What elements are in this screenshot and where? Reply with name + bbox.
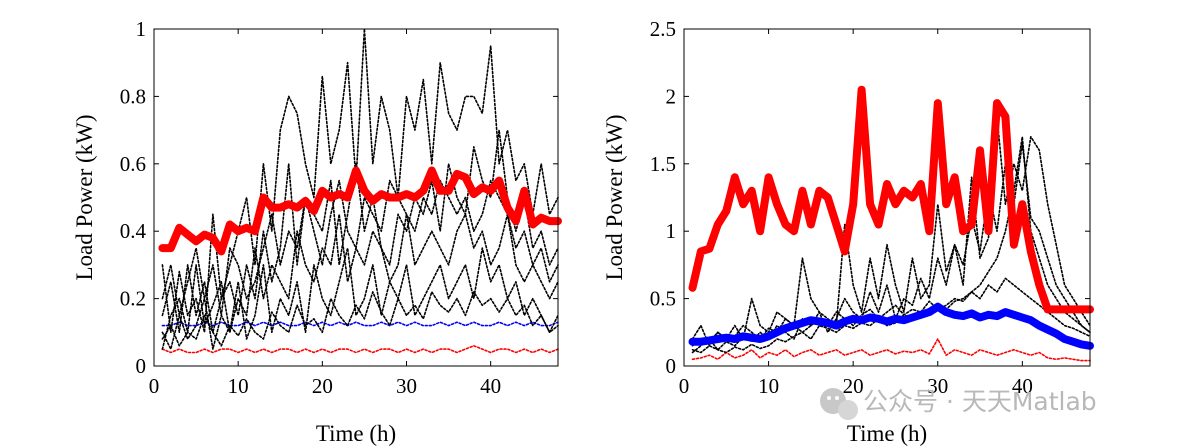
y-tick-label: 0.2 [120, 287, 146, 311]
y-tick-label: 0.4 [120, 219, 147, 243]
y-tick-label: 1.5 [650, 152, 676, 176]
series-line-2 [691, 338, 1091, 362]
series-line-0 [688, 85, 1094, 314]
x-tick-label: 40 [480, 374, 501, 398]
series-line-2 [161, 321, 559, 327]
x-axis-label: Time (h) [316, 421, 396, 446]
y-tick-label: 0.5 [650, 287, 676, 311]
watermark: 公众号 · 天天Matlab [820, 387, 1097, 420]
y-tick-label: 0 [666, 354, 677, 378]
x-tick-label: 30 [927, 374, 948, 398]
x-tick-label: 30 [396, 374, 417, 398]
x-tick-label: 20 [312, 374, 333, 398]
x-tick-label: 0 [149, 374, 160, 398]
y-tick-label: 2 [666, 84, 677, 108]
x-tick-label: 10 [228, 374, 249, 398]
series-line-1 [161, 344, 559, 354]
x-tick-label: 0 [679, 374, 690, 398]
wechat-icon [820, 388, 858, 420]
series-line-0 [158, 166, 562, 256]
series-line-5 [161, 213, 559, 350]
series-line-3 [161, 28, 559, 334]
y-tick-label: 1 [666, 219, 677, 243]
x-tick-label: 10 [758, 374, 779, 398]
axes-box [153, 28, 559, 367]
y-tick-label: 0.6 [120, 152, 146, 176]
y-tick-label: 1 [136, 17, 147, 41]
series-line-8 [161, 291, 559, 347]
series-line-3 [691, 115, 1091, 347]
axes-box [683, 28, 1091, 367]
x-tick-label: 40 [1012, 374, 1033, 398]
y-axis-label: Load Power (kW) [72, 114, 97, 280]
right-chart: 0 10 20 30 40 0 0.5 1 1.5 2 2.5 Time (h) Load Power … [602, 17, 1094, 446]
x-axis-label: Time (h) [847, 421, 927, 446]
watermark-text: 公众号 · 天天Matlab [863, 387, 1097, 416]
y-tick-label: 0 [136, 354, 147, 378]
x-tick-label: 20 [843, 374, 864, 398]
series-line-1 [688, 302, 1094, 350]
y-tick-label: 2.5 [650, 17, 676, 41]
y-tick-label: 0.8 [120, 84, 146, 108]
left-chart: 0 10 20 30 40 0 0.2 0.4 0.6 0.8 1 Time (h) Load Powe… [72, 17, 562, 446]
y-axis-label: Load Power (kW) [602, 114, 627, 280]
